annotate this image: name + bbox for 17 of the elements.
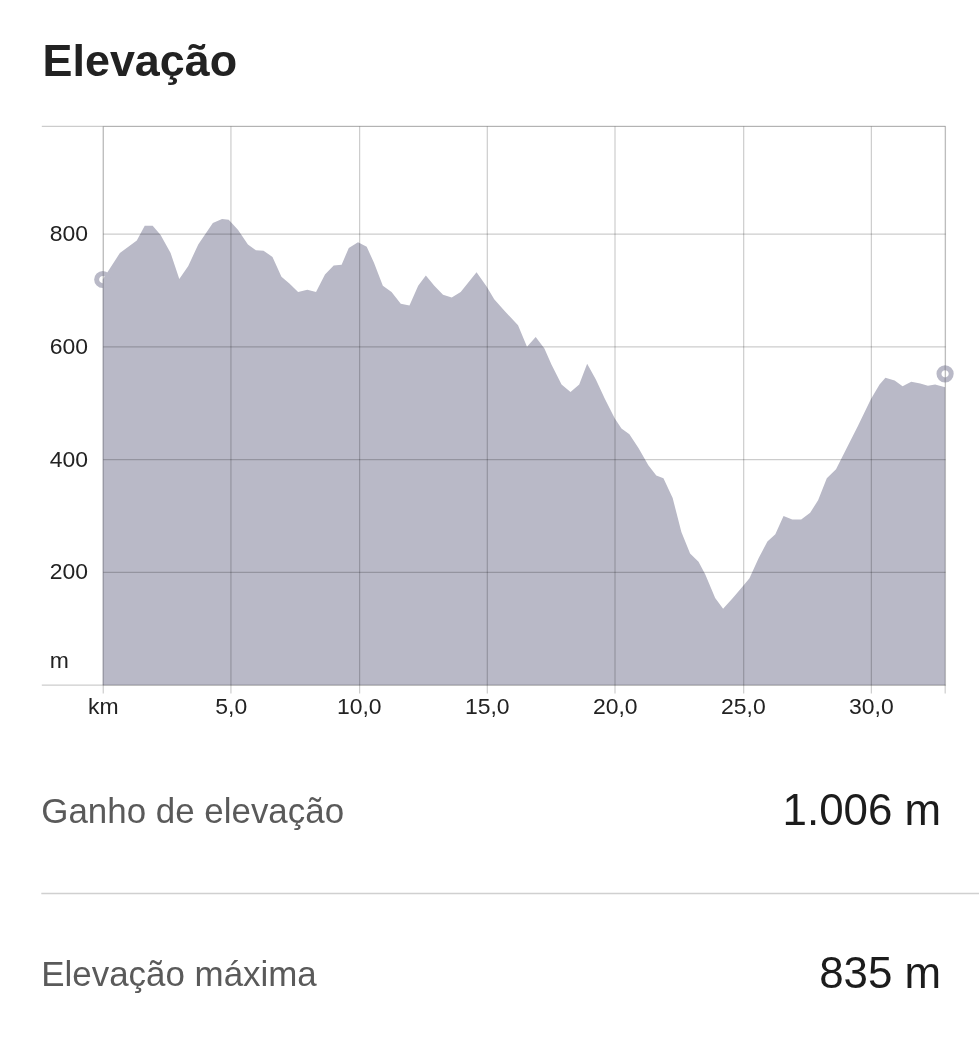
y-axis-title: m — [49, 647, 69, 674]
text: 1.006 m — [782, 785, 942, 835]
y-tick-label: 800 — [49, 219, 89, 246]
y-tick-label: 200 — [49, 558, 89, 585]
x-tick-label: 25,0 — [720, 693, 766, 720]
chart-title: Elevação — [42, 35, 238, 87]
y-tick-label: 600 — [49, 332, 89, 359]
text: Ganho de elevação — [41, 791, 345, 831]
x-tick-label: 10,0 — [336, 693, 382, 720]
x-tick-label: 20,0 — [592, 693, 638, 720]
x-tick-label: 15,0 — [464, 693, 510, 720]
text: 835 m — [819, 947, 942, 997]
x-tick-label: 5,0 — [215, 693, 248, 720]
x-tick-label: 30,0 — [849, 693, 894, 720]
x-tick-label: km — [87, 693, 119, 720]
text: Elevação máxima — [41, 953, 318, 993]
y-tick-label: 400 — [49, 445, 89, 472]
